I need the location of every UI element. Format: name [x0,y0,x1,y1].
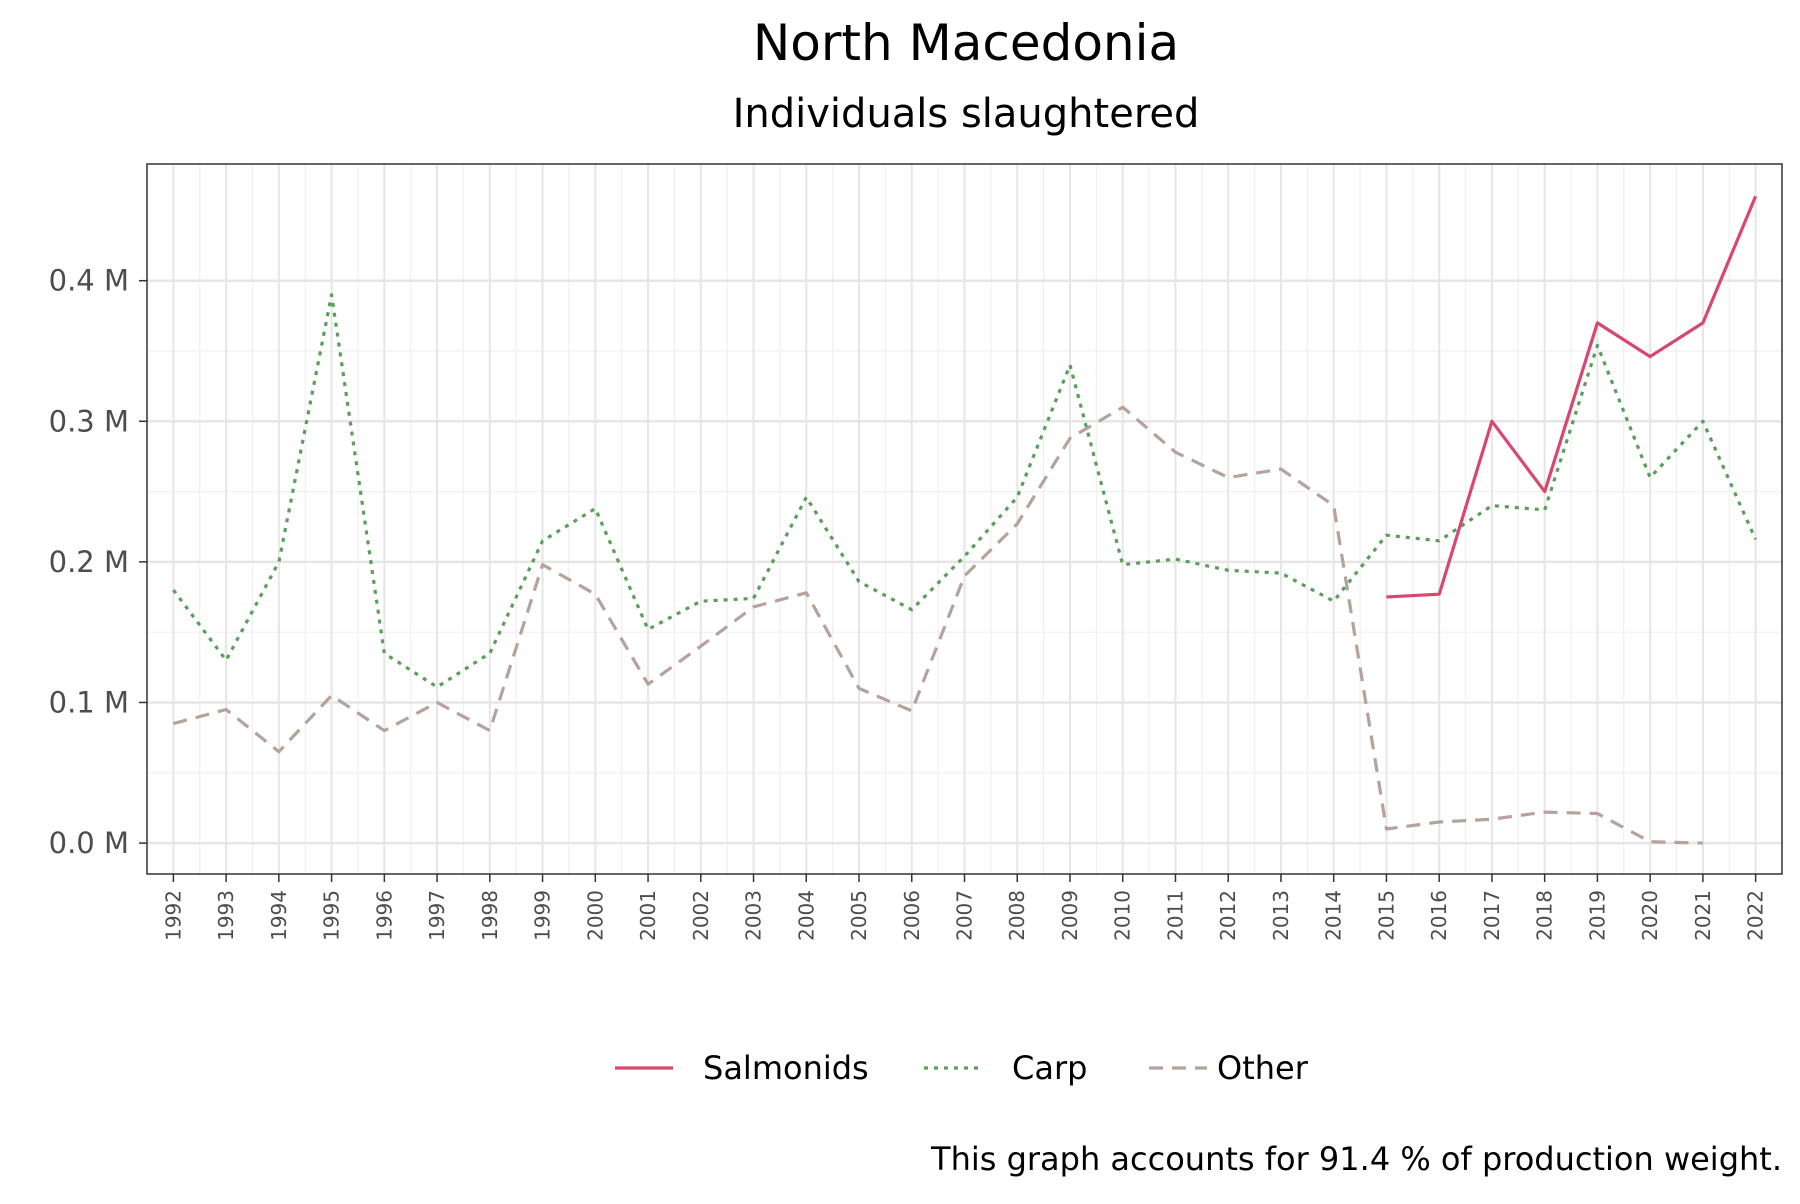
y-tick-label: 0.1 M [49,685,129,719]
x-tick-label: 2022 [1744,890,1768,941]
legend-label-carp: Carp [1012,1049,1087,1087]
x-tick-label: 2015 [1374,890,1398,941]
x-tick-label: 2010 [1111,890,1135,941]
x-tick-label: 2014 [1322,890,1346,941]
x-tick-label: 2009 [1058,890,1082,941]
legend-label-salmonids: Salmonids [703,1049,869,1087]
x-tick-label: 2017 [1480,890,1504,941]
x-tick-label: 2003 [742,890,766,941]
y-tick-label: 0.4 M [49,264,129,298]
legend: Salmonids Carp Other [615,1049,1309,1087]
x-tick-label: 1999 [531,890,555,941]
x-tick-label: 2005 [847,890,871,941]
y-tick-label: 0.2 M [49,545,129,579]
x-tick-label: 2016 [1427,890,1451,941]
series-line-other [172,405,1703,845]
axes: 1992 1993 1994 1995 1996 1997 1998 1999 2000 2001… [49,264,1768,941]
x-tick-label: 1997 [425,890,449,941]
x-tick-label: 2006 [900,890,924,941]
x-tick-label: 1992 [161,890,185,941]
x-tick-label: 2013 [1269,890,1293,941]
x-tick-label: 2020 [1638,890,1662,941]
x-tick-label: 1998 [478,890,502,941]
x-tick-label: 2007 [953,890,977,941]
y-tick-label: 0.3 M [49,404,129,438]
x-tick-label: 2018 [1533,890,1557,941]
x-tick-label: 1993 [214,890,238,941]
x-tick-label: 2011 [1163,890,1187,941]
x-tick-label: 2000 [583,890,607,941]
x-tick-label: 1996 [372,890,396,941]
chart-subtitle: Individuals slaughtered [733,91,1200,137]
grid [147,164,1782,874]
x-tick-label: 2019 [1585,890,1609,941]
chart-caption: This graph accounts for 91.4 % of produc… [930,1140,1782,1178]
series-line-salmonids [1386,195,1758,599]
x-tick-label: 2002 [689,890,713,941]
legend-label-other: Other [1217,1049,1309,1087]
chart-title: North Macedonia [753,14,1179,72]
series-lines [172,195,1758,845]
x-tick-label: 2021 [1691,890,1715,941]
x-tick-label: 2008 [1005,890,1029,941]
x-tick-label: 2012 [1216,890,1240,941]
x-tick-label: 1994 [267,890,291,941]
x-tick-label: 2001 [636,890,660,941]
x-tick-label: 1995 [320,890,344,941]
y-tick-label: 0.0 M [49,826,129,860]
x-tick-label: 2004 [794,890,818,941]
